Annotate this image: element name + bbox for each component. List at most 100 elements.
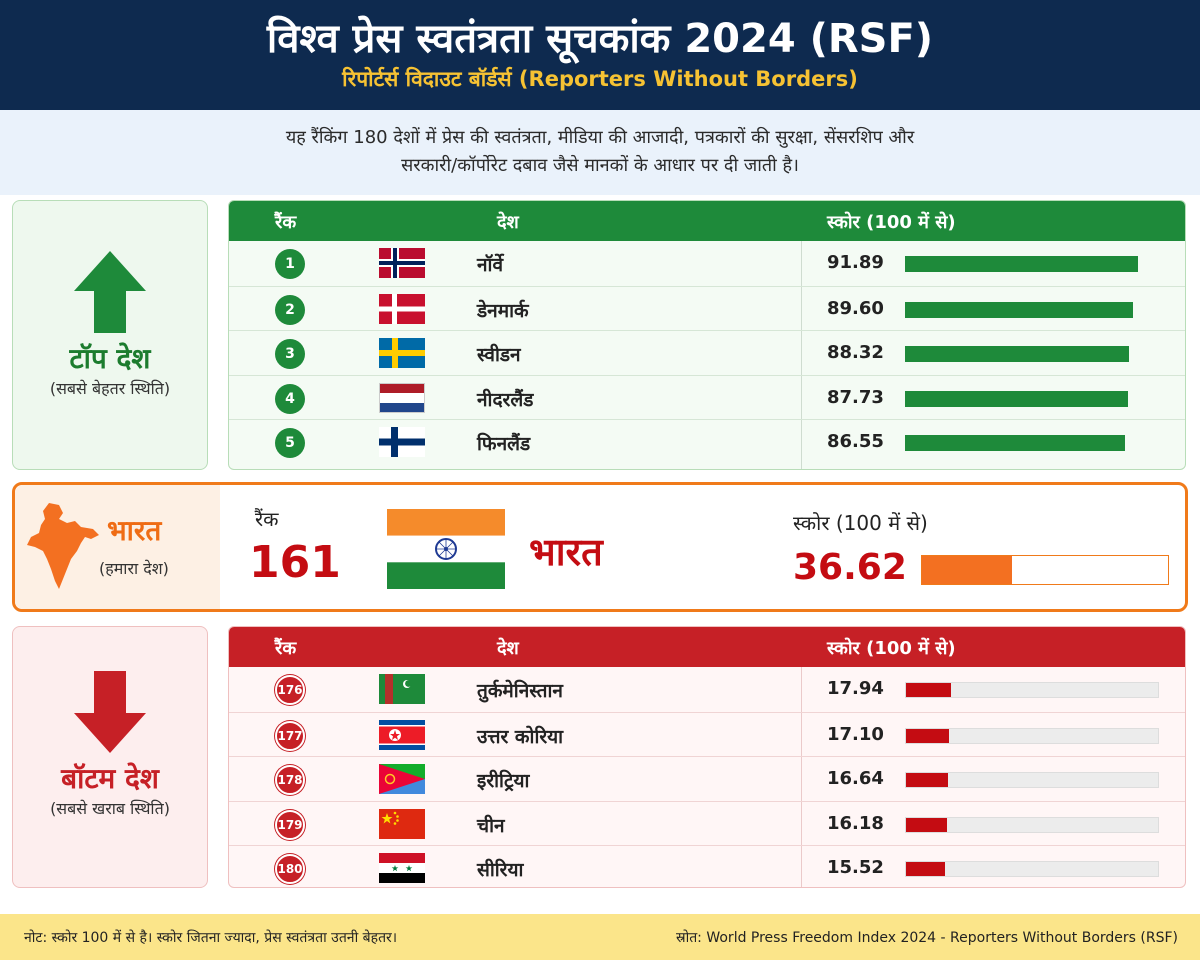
sweden-flag-icon: [379, 338, 425, 368]
bottom-countries-table: रैंक देश स्कोर (100 में से) 176 तुर्कमेनि…: [228, 626, 1186, 888]
rank-badge: 2: [275, 294, 305, 325]
header-score: स्कोर (100 में से): [827, 212, 956, 233]
score-bar: [905, 301, 1133, 318]
country-name: नीदरलैंड: [477, 388, 534, 411]
rank-badge: 177: [275, 720, 305, 751]
india-score-value: 36.62: [793, 547, 907, 588]
india-label: भारत: [107, 514, 162, 547]
header-score: स्कोर (100 में से): [827, 638, 956, 659]
india-country-name: भारत: [529, 530, 603, 574]
rank-badge: 1: [275, 249, 305, 279]
score-value: 17.94: [827, 678, 884, 699]
rank-badge: 178: [275, 765, 305, 795]
country-name: सीरिया: [477, 859, 524, 881]
top-table-header: रैंक देश स्कोर (100 में से): [229, 201, 1185, 241]
country-name: इरीट्रिया: [477, 770, 530, 792]
footer-note: नोट: स्कोर 100 में से है। स्कोर जितना ज्…: [24, 930, 398, 946]
intro-line-1: यह रैंकिंग 180 देशों में प्रेस की स्वतंत…: [285, 127, 915, 148]
table-row: 179 चीन 16.18: [229, 800, 1185, 845]
india-map-icon: [27, 503, 99, 589]
turkmenistan-flag-icon: [379, 674, 425, 704]
score-bar-track: [905, 727, 1159, 744]
header-rank: रैंक: [275, 212, 297, 233]
score-value: 89.60: [827, 297, 884, 319]
score-bar: [906, 683, 952, 697]
score-bar: [905, 256, 1139, 272]
score-bar-track: [905, 390, 1159, 407]
header-rank: रैंक: [275, 638, 297, 659]
india-rank-label: रैंक: [255, 507, 279, 531]
table-row: 1 नॉर्वे 91.89: [229, 241, 1185, 285]
country-name: स्वीडन: [477, 344, 521, 366]
intro-panel: यह रैंकिंग 180 देशों में प्रेस की स्वतंत…: [0, 110, 1200, 195]
china-flag-icon: [379, 808, 425, 839]
footer: नोट: स्कोर 100 में से है। स्कोर जितना ज्…: [0, 914, 1200, 960]
india-score-bar-track: [921, 555, 1169, 585]
score-bar-track: [905, 346, 1159, 362]
header-country: देश: [497, 638, 519, 659]
table-row: 180 सीरिया 15.52: [229, 845, 1185, 887]
denmark-flag-icon: [379, 293, 425, 324]
header-country: देश: [497, 212, 519, 233]
score-bar: [906, 728, 950, 743]
intro-line-2: सरकारी/कॉर्पोरेट दबाव जैसे मानकों के आधा…: [401, 155, 799, 176]
score-value: 15.52: [827, 857, 884, 878]
bottom-table-header: रैंक देश स्कोर (100 में से): [229, 627, 1185, 667]
score-bar-track: [905, 256, 1159, 272]
score-value: 88.32: [827, 342, 884, 363]
table-row: 3 स्वीडन 88.32: [229, 330, 1185, 374]
top-countries-label: टॉप देश: [69, 342, 151, 375]
score-bar: [906, 862, 946, 876]
score-bar: [905, 435, 1125, 451]
score-bar-track: [905, 301, 1159, 318]
rank-badge: 3: [275, 339, 305, 369]
page-title: विश्व प्रेस स्वतंत्रता सूचकांक 2024 (RSF…: [266, 16, 934, 62]
india-score-bar: [922, 556, 1013, 584]
rank-badge: 180: [275, 854, 305, 884]
page-subtitle: रिपोर्टर्स विदाउट बॉर्डर्स (Reporters Wi…: [342, 67, 858, 91]
india-highlight-card: भारत (हमारा देश) रैंक 161 भारत स्कोर (10…: [12, 482, 1188, 612]
score-bar-track: [905, 861, 1159, 877]
rank-badge: 5: [275, 428, 305, 458]
bottom-countries-label-panel: बॉटम देश (सबसे खराब स्थिति): [12, 626, 208, 888]
finland-flag-icon: [379, 427, 425, 457]
rank-badge: 179: [275, 809, 305, 840]
score-value: 91.89: [827, 252, 884, 273]
country-name: तुर्कमेनिस्तान: [477, 680, 563, 702]
country-name: फिनलैंड: [477, 433, 531, 455]
netherlands-flag-icon: [379, 382, 425, 413]
table-row: 178 इरीट्रिया 16.64: [229, 756, 1185, 800]
top-countries-sublabel: (सबसे बेहतर स्थिति): [49, 379, 171, 398]
score-bar-track: [905, 816, 1159, 833]
rank-badge: 176: [275, 675, 305, 705]
score-value: 17.10: [827, 723, 884, 745]
bottom-countries-label: बॉटम देश: [61, 762, 159, 795]
rank-badge: 4: [275, 383, 305, 414]
score-value: 87.73: [827, 386, 884, 408]
india-sublabel: (हमारा देश): [99, 559, 169, 578]
country-name: चीन: [477, 814, 505, 837]
score-value: 86.55: [827, 431, 884, 452]
norway-flag-icon: [379, 248, 425, 278]
india-rank-value: 161: [249, 537, 341, 588]
score-bar: [906, 773, 948, 787]
eritrea-flag-icon: [379, 764, 425, 794]
table-row: 5 फिनलैंड 86.55: [229, 419, 1185, 463]
country-name: नॉर्वे: [477, 254, 504, 276]
column-divider: [801, 241, 802, 469]
top-countries-table: रैंक देश स्कोर (100 में से) 1 नॉर्वे 91.89…: [228, 200, 1186, 470]
india-flag-icon: [387, 509, 505, 589]
india-label-panel: भारत (हमारा देश): [15, 485, 220, 609]
table-row: 4 नीदरलैंड 87.73: [229, 374, 1185, 419]
bottom-countries-sublabel: (सबसे खराब स्थिति): [50, 799, 170, 818]
table-row: 2 डेनमार्क 89.60: [229, 285, 1185, 330]
score-bar-track: [905, 772, 1159, 788]
score-bar-track: [905, 682, 1159, 698]
north-korea-flag-icon: [379, 719, 425, 750]
table-row: 176 तुर्कमेनिस्तान 17.94: [229, 667, 1185, 711]
country-name: उत्तर कोरिया: [477, 725, 564, 748]
column-divider: [801, 667, 802, 887]
score-bar: [905, 346, 1130, 362]
score-bar-track: [905, 435, 1159, 451]
arrow-down-icon: [74, 671, 146, 753]
